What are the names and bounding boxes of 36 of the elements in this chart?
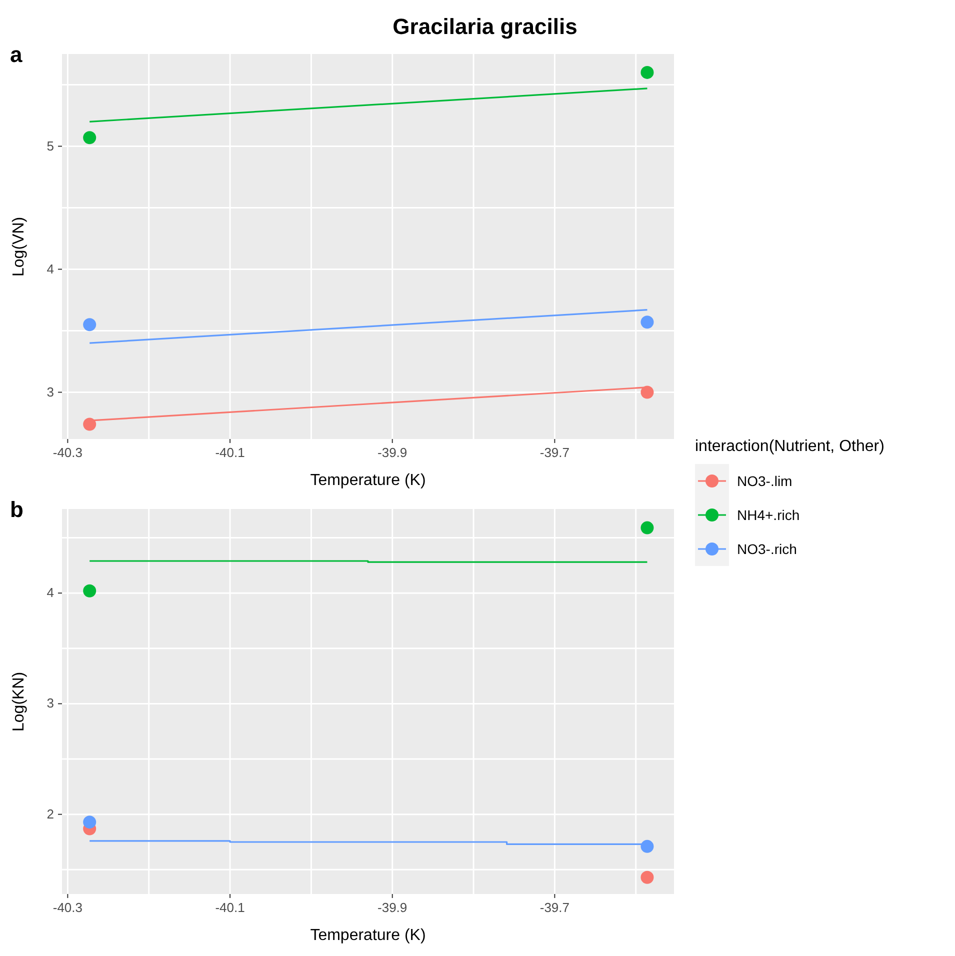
- legend-label: NO3-.lim: [737, 473, 792, 489]
- x-axis-title: Temperature (K): [310, 927, 426, 944]
- x-tick-label: -40.3: [52, 900, 82, 915]
- y-tick-label: 3: [46, 384, 54, 400]
- point: [83, 131, 96, 144]
- x-tick-label: -39.9: [378, 900, 408, 915]
- y-tick-label: 3: [46, 696, 54, 711]
- x-tick-label: -40.1: [215, 445, 245, 460]
- point: [83, 418, 96, 431]
- x-tick-label: -39.9: [378, 445, 408, 460]
- y-axis-title: Log(VN): [10, 216, 28, 276]
- point: [640, 316, 654, 329]
- x-tick-label: -40.1: [215, 900, 245, 915]
- y-tick-label: 2: [46, 806, 54, 822]
- point: [83, 318, 96, 332]
- legend-label: NH4+.rich: [737, 507, 800, 523]
- legend-label: NO3-.rich: [737, 541, 797, 557]
- point: [640, 840, 654, 853]
- x-axis-title: Temperature (K): [310, 472, 426, 489]
- point: [83, 816, 96, 829]
- y-tick-label: 4: [46, 261, 54, 276]
- text: a: [10, 42, 22, 68]
- y-axis-title: Log(KN): [10, 672, 28, 732]
- point: [640, 66, 654, 79]
- chart-title: Gracilaria gracilis: [392, 14, 578, 40]
- point: [640, 521, 654, 534]
- point: [640, 386, 654, 399]
- point: [83, 584, 96, 598]
- x-tick-label: -40.3: [52, 445, 82, 460]
- y-tick-label: 5: [46, 138, 54, 154]
- text: b: [10, 497, 24, 523]
- x-tick-label: -39.7: [540, 445, 570, 460]
- point: [640, 870, 654, 884]
- legend-title: interaction(Nutrient, Other): [695, 438, 884, 456]
- x-tick-label: -39.7: [540, 900, 570, 915]
- y-tick-label: 4: [46, 585, 54, 600]
